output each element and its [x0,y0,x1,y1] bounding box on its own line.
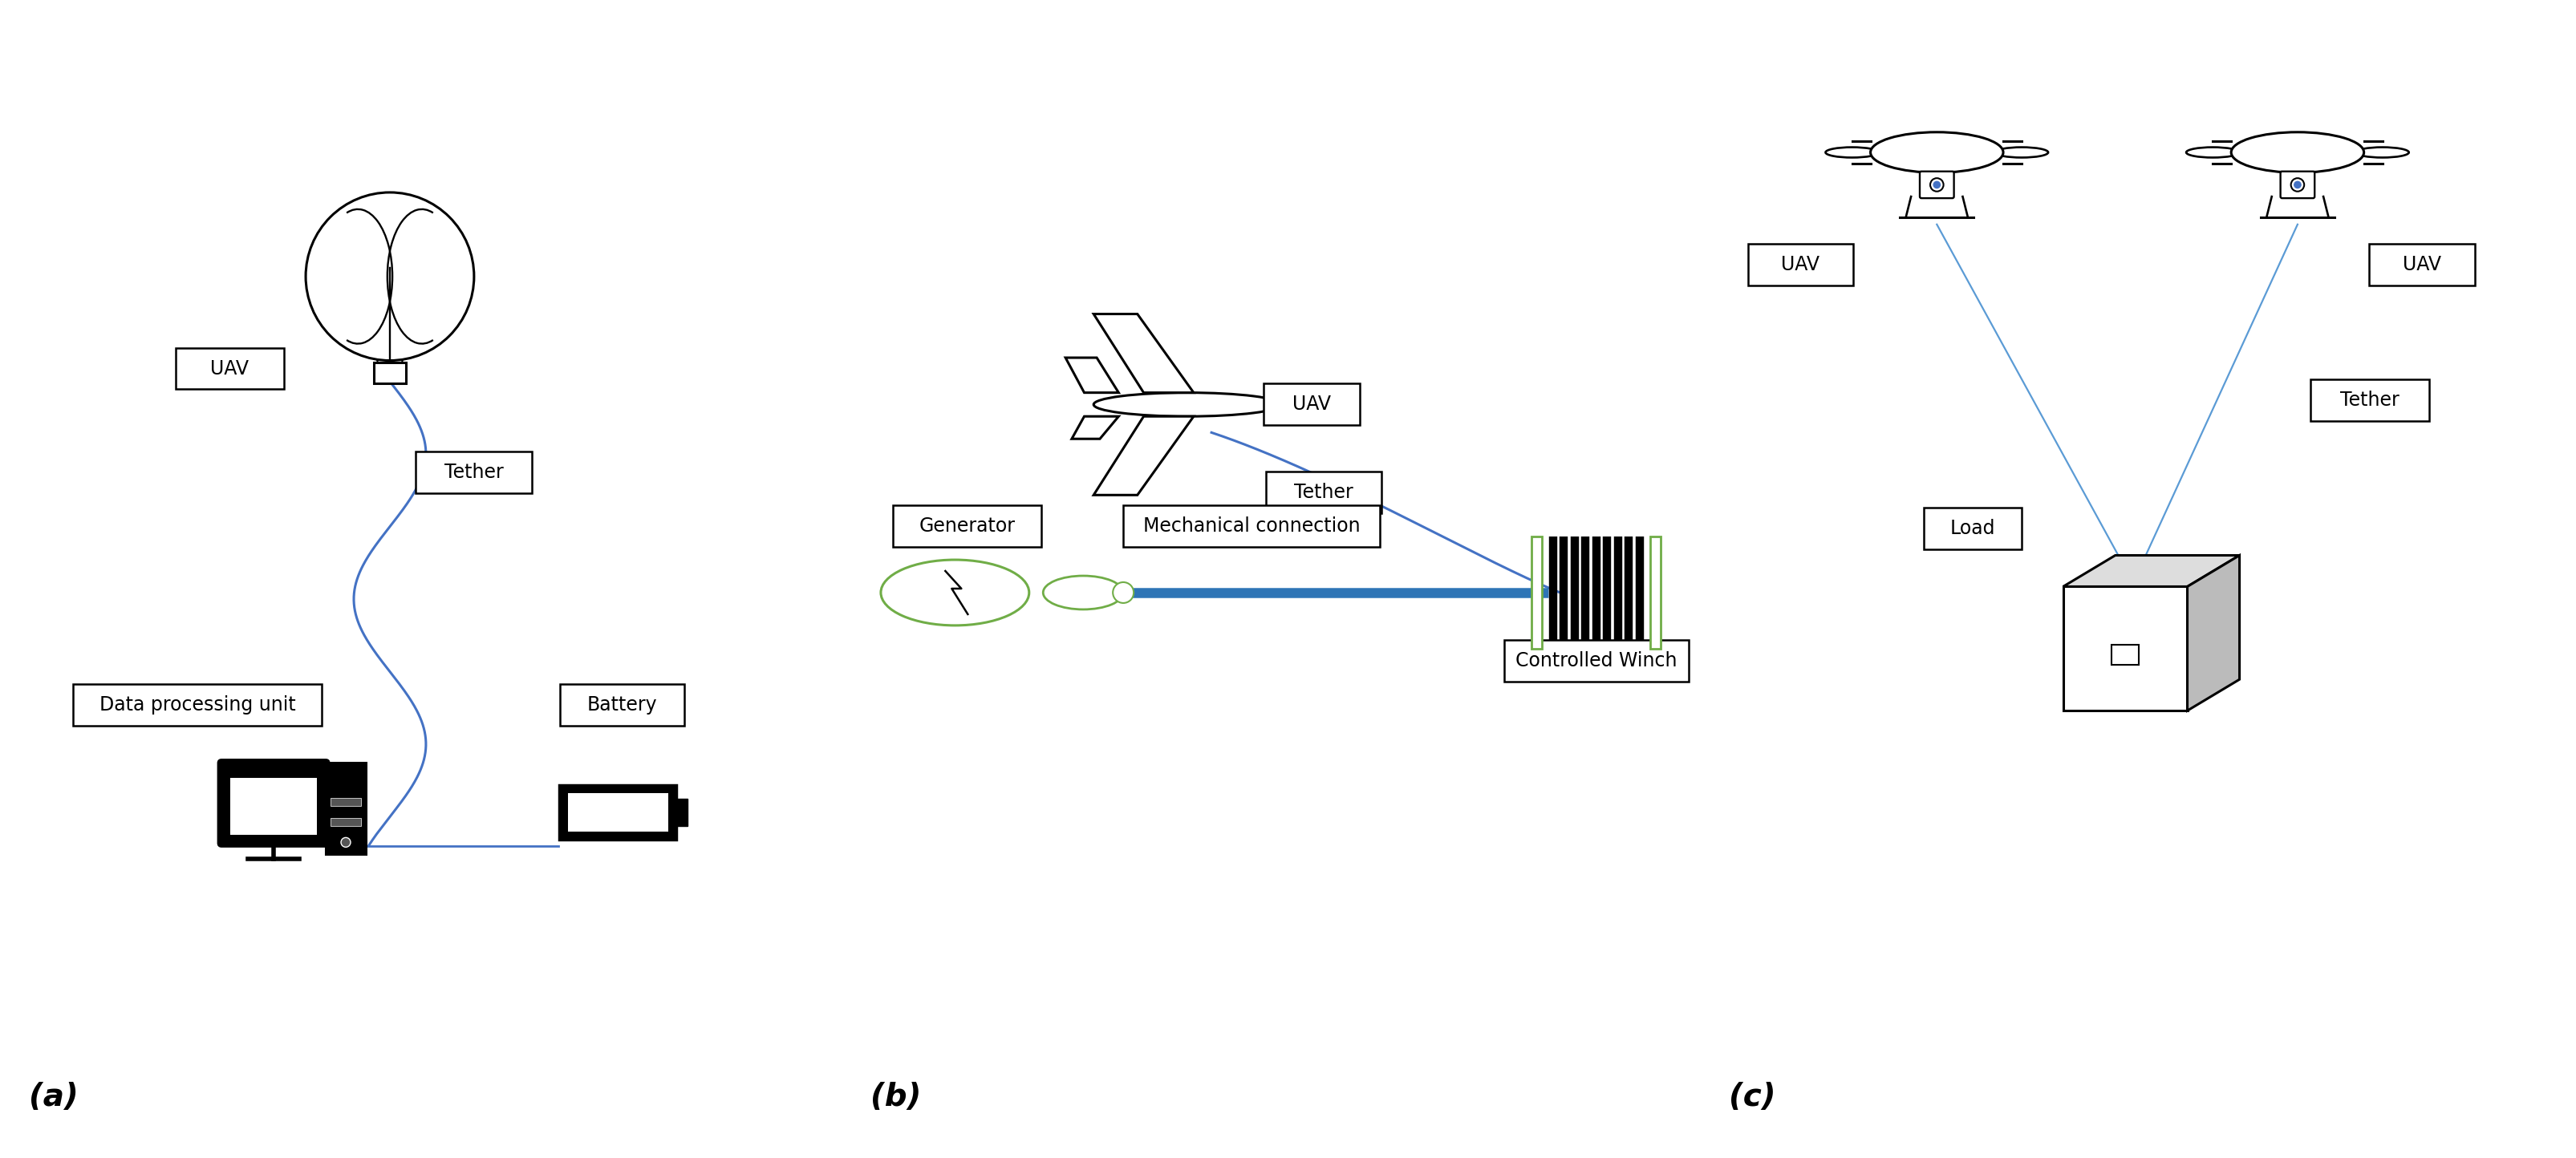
Circle shape [340,837,350,848]
Ellipse shape [1826,147,1878,157]
Text: UAV: UAV [2403,255,2442,274]
FancyBboxPatch shape [2370,243,2476,285]
Ellipse shape [1043,576,1123,609]
Ellipse shape [1095,393,1280,417]
FancyBboxPatch shape [219,760,330,846]
FancyBboxPatch shape [1924,507,2022,549]
FancyBboxPatch shape [2280,171,2316,198]
Ellipse shape [2187,147,2239,157]
Text: Load: Load [1950,519,1996,538]
FancyBboxPatch shape [1747,243,1855,285]
Polygon shape [2063,556,2239,587]
FancyBboxPatch shape [559,684,685,725]
FancyBboxPatch shape [1265,383,1360,425]
FancyBboxPatch shape [330,819,361,827]
FancyBboxPatch shape [569,793,667,831]
FancyBboxPatch shape [677,799,688,827]
Polygon shape [1072,417,1118,439]
Ellipse shape [1994,147,2048,157]
Text: (a): (a) [28,1082,80,1112]
Text: Controlled Winch: Controlled Winch [1515,651,1677,670]
Circle shape [2295,182,2300,188]
Text: Tether: Tether [1293,483,1352,503]
FancyBboxPatch shape [1504,640,1687,681]
FancyBboxPatch shape [1533,536,1543,648]
Text: (c): (c) [1728,1082,1775,1112]
FancyBboxPatch shape [1919,171,1955,198]
Polygon shape [1280,393,1306,404]
Ellipse shape [2231,132,2365,173]
Text: Mechanical connection: Mechanical connection [1144,516,1360,536]
Text: Battery: Battery [587,695,657,714]
Polygon shape [1095,314,1193,393]
Circle shape [1929,178,1942,191]
Circle shape [1935,182,1940,188]
Text: UAV: UAV [1293,395,1332,415]
FancyBboxPatch shape [2311,380,2429,422]
Circle shape [2290,178,2303,191]
Text: Data processing unit: Data processing unit [100,695,296,714]
FancyBboxPatch shape [1651,536,1662,648]
Polygon shape [1095,417,1193,494]
FancyBboxPatch shape [1123,505,1381,547]
Ellipse shape [2357,147,2409,157]
FancyBboxPatch shape [374,362,407,383]
FancyBboxPatch shape [175,347,283,389]
FancyBboxPatch shape [894,505,1041,547]
Text: Generator: Generator [920,516,1015,536]
FancyBboxPatch shape [2112,645,2138,665]
FancyBboxPatch shape [559,785,677,840]
FancyBboxPatch shape [330,798,361,806]
FancyBboxPatch shape [2063,587,2187,711]
Circle shape [1113,582,1133,603]
FancyBboxPatch shape [415,452,533,493]
FancyBboxPatch shape [229,777,317,835]
FancyBboxPatch shape [325,762,366,855]
Text: (b): (b) [871,1082,922,1112]
Ellipse shape [881,559,1028,625]
Text: UAV: UAV [1783,255,1819,274]
Text: UAV: UAV [211,359,250,379]
Polygon shape [1066,358,1118,393]
Polygon shape [2187,556,2239,711]
Text: Tether: Tether [2339,391,2398,410]
Ellipse shape [1870,132,2004,173]
FancyBboxPatch shape [1265,471,1381,513]
Text: Tether: Tether [446,463,505,482]
FancyBboxPatch shape [72,684,322,725]
